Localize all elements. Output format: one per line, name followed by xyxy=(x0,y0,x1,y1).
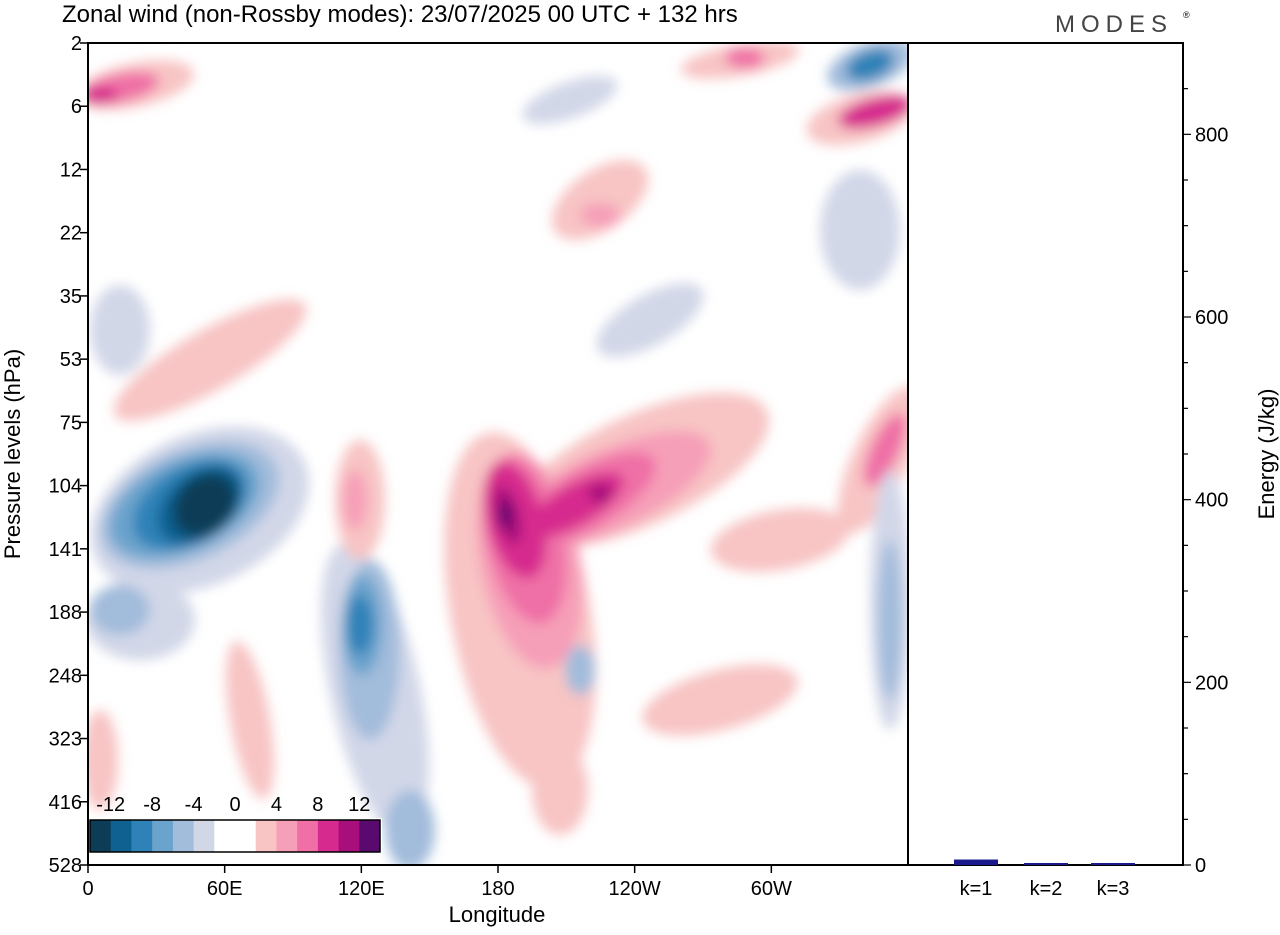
energy-axis-label: Energy (J/kg) xyxy=(1254,389,1279,520)
y-tick-label: 12 xyxy=(60,159,82,181)
colorbar-swatch xyxy=(214,820,236,852)
y-tick-label: 35 xyxy=(60,286,82,308)
colorbar-swatch xyxy=(317,820,340,852)
colorbar-swatch xyxy=(110,820,132,852)
colorbar-swatch xyxy=(193,820,215,852)
energy-tick-label: 200 xyxy=(1195,672,1228,694)
y-tick-label: 141 xyxy=(49,539,82,561)
modes-logo: MODES xyxy=(1055,11,1173,38)
colorbar-label: 0 xyxy=(229,794,240,816)
x-tick-label: 120E xyxy=(338,878,385,900)
colorbar-swatch xyxy=(359,820,381,852)
y-tick-label: 6 xyxy=(71,96,82,118)
energy-tick-label: 600 xyxy=(1195,307,1228,329)
energy-bar xyxy=(954,859,998,865)
y-tick-label: 22 xyxy=(60,223,82,245)
y-axis-label: Pressure levels (hPa) xyxy=(0,349,25,559)
registered-mark: ® xyxy=(1183,10,1190,20)
bar-category-label: k=3 xyxy=(1097,878,1130,900)
x-tick-label: 60E xyxy=(207,878,243,900)
colorbar-swatch xyxy=(338,820,360,852)
chart-title: Zonal wind (non-Rossby modes): 23/07/202… xyxy=(62,1,738,28)
x-axis: 0 60E 120E 180 120W 60W xyxy=(82,865,792,900)
x-tick-label: 60W xyxy=(751,878,792,900)
colorbar-swatch xyxy=(276,820,298,852)
colorbar-label: -4 xyxy=(185,794,203,816)
y-tick-label: 323 xyxy=(49,729,82,751)
y-axis: 2 6 12 22 35 53 75 104 141 188 248 323 416 528 xyxy=(49,33,88,877)
energy-tick-label: 800 xyxy=(1195,124,1228,146)
bar-category-label: k=1 xyxy=(960,878,993,900)
x-tick-label: 0 xyxy=(82,878,93,900)
colorbar-label: -12 xyxy=(96,794,125,816)
colorbar-swatch xyxy=(255,820,277,852)
y-tick-label: 416 xyxy=(49,792,82,814)
y-tick-label: 188 xyxy=(49,602,82,624)
energy-axis: 0 200 400 600 800 xyxy=(1183,88,1228,877)
colorbar-swatch xyxy=(235,820,257,852)
y-tick-label: 2 xyxy=(71,33,82,55)
bar-category-label: k=2 xyxy=(1030,878,1063,900)
energy-panel-frame xyxy=(907,42,1184,866)
colorbar-swatch xyxy=(297,820,319,852)
colorbar-swatch xyxy=(90,820,112,852)
colorbar-legend: -12 -8 -4 0 4 8 12 xyxy=(88,794,382,854)
colorbar-swatch xyxy=(131,820,153,852)
colorbar-label: 12 xyxy=(348,794,370,816)
colorbar-swatch xyxy=(152,820,174,852)
colorbar-label: 8 xyxy=(312,794,323,816)
energy-bars: k=1 k=2 k=3 xyxy=(954,859,1135,900)
colorbar-swatch xyxy=(172,820,195,852)
y-tick-label: 75 xyxy=(60,412,82,434)
colorbar-label: -8 xyxy=(143,794,161,816)
colorbar-frame xyxy=(89,819,381,853)
y-tick-label: 528 xyxy=(49,855,82,877)
x-axis-label: Longitude xyxy=(449,902,546,927)
y-tick-label: 104 xyxy=(49,476,82,498)
y-tick-label: 53 xyxy=(60,349,82,371)
energy-bar xyxy=(1091,863,1135,865)
y-tick-label: 248 xyxy=(49,665,82,687)
energy-tick-label: 400 xyxy=(1195,490,1228,512)
colorbar-label: 4 xyxy=(271,794,282,816)
x-tick-label: 120W xyxy=(609,878,661,900)
x-tick-label: 180 xyxy=(481,878,514,900)
zonal-wind-heatmap xyxy=(88,43,908,865)
energy-tick-label: 0 xyxy=(1195,855,1206,877)
energy-bar xyxy=(1024,863,1068,865)
